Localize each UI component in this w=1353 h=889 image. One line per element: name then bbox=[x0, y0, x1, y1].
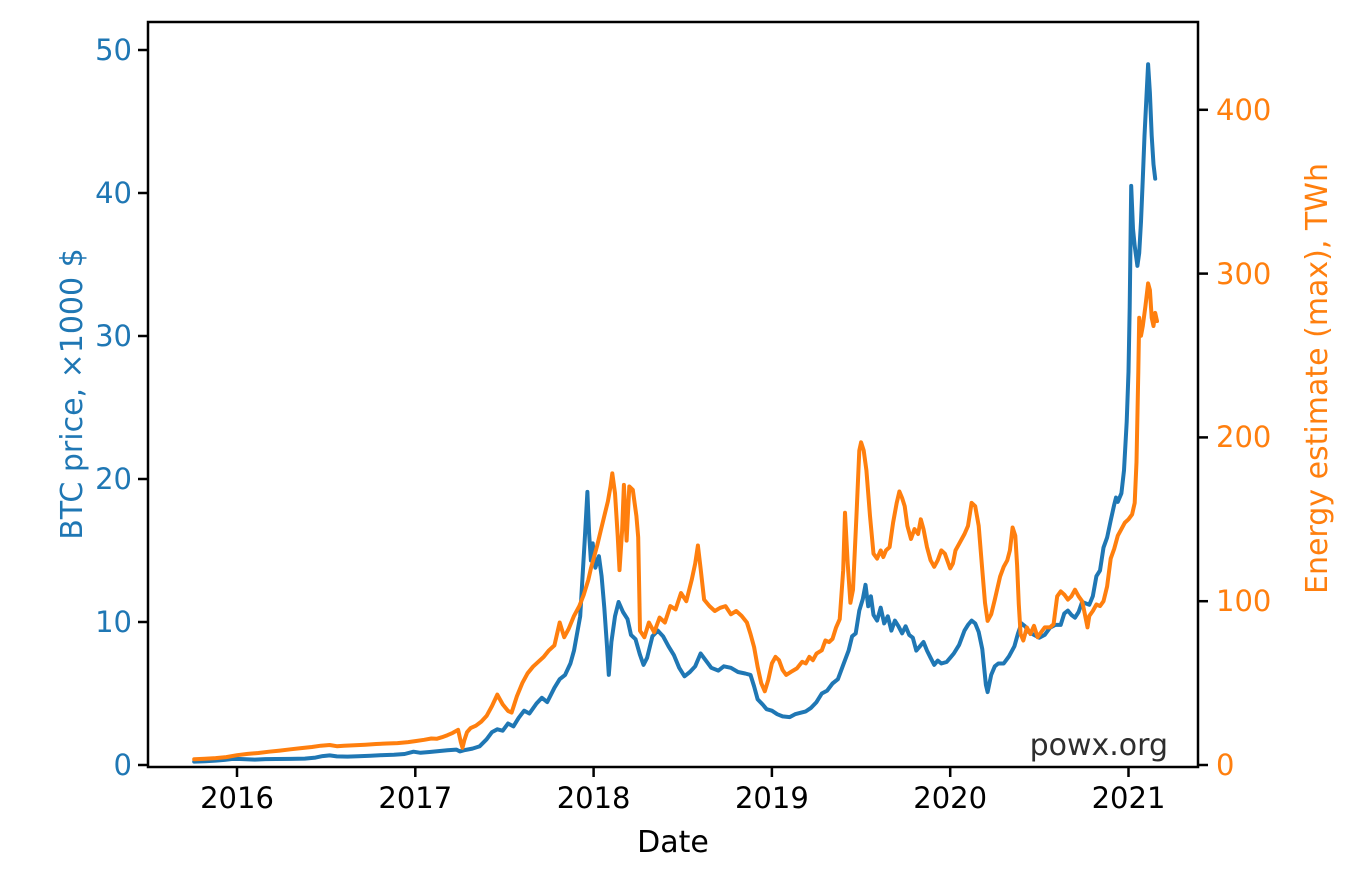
watermark-text: powx.org bbox=[1029, 728, 1168, 763]
left-tick-label: 20 bbox=[95, 462, 132, 496]
x-tick-label: 2017 bbox=[378, 781, 453, 815]
right-tick-label: 400 bbox=[1216, 92, 1272, 127]
left-tick-label: 40 bbox=[95, 176, 132, 210]
x-tick-label: 2021 bbox=[1091, 781, 1166, 815]
right-tick-label: 100 bbox=[1216, 584, 1272, 619]
left-tick-label: 0 bbox=[113, 748, 132, 782]
axis-ticks bbox=[138, 48, 1208, 777]
right-axis-label: Energy estimate (max), TWh bbox=[1300, 163, 1335, 594]
x-tick-label: 2019 bbox=[734, 781, 809, 815]
left-tick-label: 10 bbox=[95, 605, 132, 639]
btc-price-line bbox=[192, 62, 1158, 764]
energy-estimate-line bbox=[192, 281, 1159, 762]
x-tick-label: 2018 bbox=[556, 781, 631, 815]
x-tick-label: 2016 bbox=[200, 781, 274, 815]
x-axis-label: Date bbox=[637, 825, 709, 860]
plot-border bbox=[146, 20, 1200, 769]
x-tick-label: 2020 bbox=[913, 781, 988, 815]
left-axis-label: BTC price, ×1000 $ bbox=[55, 248, 90, 540]
right-tick-label: 200 bbox=[1216, 420, 1272, 455]
right-tick-label: 0 bbox=[1216, 748, 1235, 782]
left-tick-label: 50 bbox=[95, 33, 132, 67]
data-lines bbox=[192, 62, 1159, 764]
right-tick-label: 300 bbox=[1216, 256, 1272, 291]
left-tick-label: 30 bbox=[95, 319, 132, 353]
